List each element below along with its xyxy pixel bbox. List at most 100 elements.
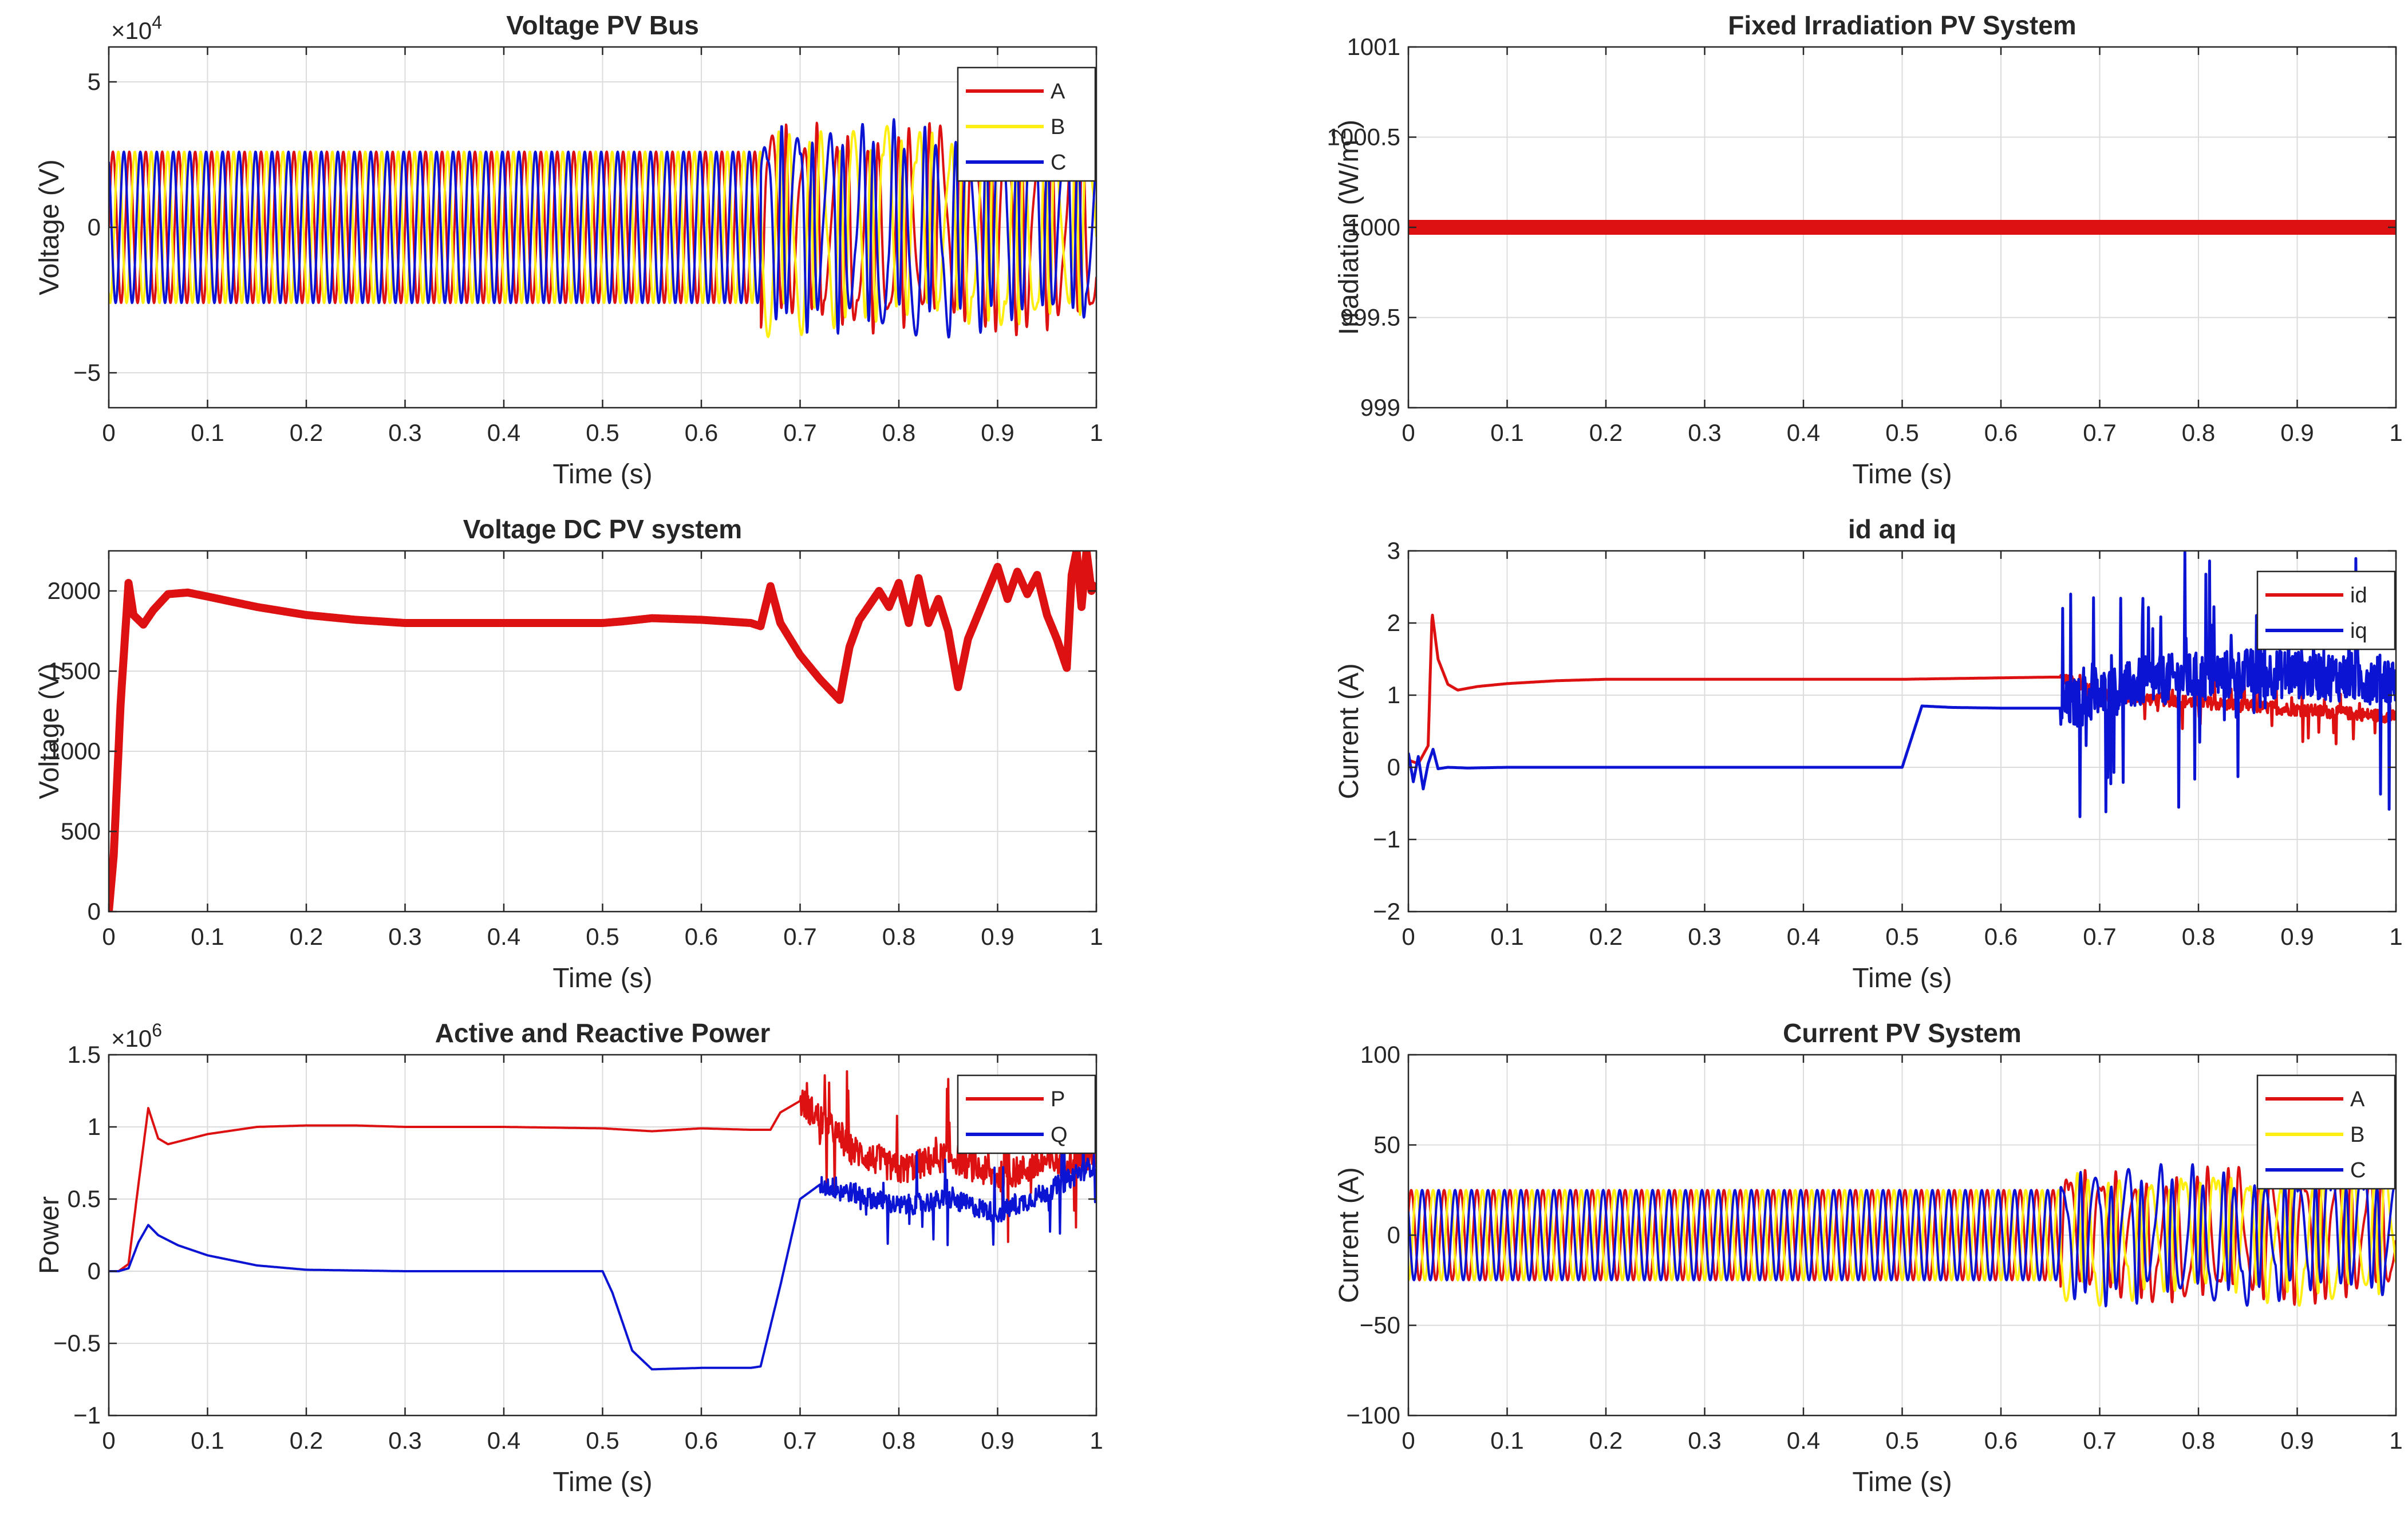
- x-tick-label: 0.2: [290, 923, 323, 950]
- y-tick-label: 1.5: [68, 1041, 101, 1068]
- x-tick-label: 0.2: [290, 419, 323, 446]
- x-tick-label: 0.9: [2280, 1427, 2314, 1454]
- y-tick-label: 2: [1387, 609, 1400, 636]
- x-tick-label: 0.4: [1787, 419, 1820, 446]
- x-tick-label: 0: [102, 1427, 115, 1454]
- x-tick-label: 0.1: [191, 923, 224, 950]
- x-tick-label: 1: [2389, 923, 2402, 950]
- x-tick-label: 0.6: [685, 419, 718, 446]
- y-axis-label: Irradiation (W/m2): [1328, 120, 1364, 335]
- legend: PQ: [957, 1074, 1096, 1154]
- y-axis-label: Current (A): [1334, 1167, 1364, 1303]
- legend-label: B: [1051, 115, 1065, 139]
- panel-current-pv: 0 0.1 0.2 0.3 0.4 0.5 0.6 0.7 0.8 0.9 1 −100 −50 0 50 1…: [1334, 1018, 2403, 1497]
- x-tick-label: 0.2: [1589, 923, 1623, 950]
- y-tick-label: 3: [1387, 537, 1400, 564]
- x-tick-label: 0.3: [388, 923, 421, 950]
- x-tick-label: 0.9: [981, 923, 1014, 950]
- y-tick-label: 1: [88, 1113, 101, 1140]
- y-tick-label: −100: [1346, 1402, 1400, 1429]
- x-tick-label: 0.6: [1984, 1427, 2018, 1454]
- x-tick-label: 0.1: [191, 419, 224, 446]
- x-tick-label: 0.7: [2083, 923, 2116, 950]
- x-tick-label: 0.4: [487, 923, 520, 950]
- legend-box: [2256, 570, 2396, 650]
- legend-label: B: [2350, 1123, 2364, 1147]
- x-tick-label: 0.8: [882, 923, 915, 950]
- x-tick-label: 0.9: [2280, 419, 2314, 446]
- y-axis-label: Voltage (V): [34, 159, 65, 295]
- x-tick-label: 0: [1402, 1427, 1415, 1454]
- x-tick-label: 0.5: [1885, 923, 1918, 950]
- x-tick-label: 0.8: [882, 1427, 915, 1454]
- y-axis-label: Power: [34, 1196, 65, 1274]
- x-tick-label: 0.2: [1589, 1427, 1623, 1454]
- y-tick-label: 5: [88, 68, 101, 95]
- y-tick-label: −5: [73, 359, 101, 386]
- y-tick-label: 1000: [1347, 214, 1400, 240]
- y-tick-label: 2000: [48, 577, 101, 604]
- y-tick-label: 999.5: [1340, 304, 1400, 331]
- legend-label: Q: [1051, 1123, 1068, 1147]
- y-axis-label: Voltage (V): [34, 663, 65, 799]
- chart-title: Voltage DC PV system: [463, 514, 742, 544]
- y-tick-label: 100: [1360, 1041, 1400, 1068]
- x-tick-label: 0.1: [1490, 419, 1523, 446]
- y-tick-label: 0: [88, 214, 101, 240]
- legend-box: [2256, 1074, 2396, 1190]
- y-axis-label: Current (A): [1334, 663, 1364, 799]
- chart-title: id and iq: [1848, 514, 1956, 544]
- legend-label: A: [2350, 1087, 2365, 1111]
- y-tick-label: −1: [73, 1402, 101, 1429]
- x-tick-label: 0: [1402, 923, 1415, 950]
- series-line-B: [1408, 1162, 2396, 1307]
- legend-box: [957, 66, 1096, 182]
- y-tick-label: −0.5: [53, 1330, 101, 1357]
- x-tick-label: 0.3: [388, 419, 421, 446]
- series-group: [109, 118, 1096, 339]
- x-tick-label: 0.8: [882, 419, 915, 446]
- y-tick-label: −50: [1360, 1312, 1400, 1339]
- y-tick-label: 0.5: [68, 1185, 101, 1212]
- legend-label: A: [1051, 80, 1065, 104]
- legend-label: iq: [2350, 619, 2367, 643]
- panel-fixed-irradiation: 0 0.1 0.2 0.3 0.4 0.5 0.6 0.7 0.8 0.9 1 999 999.5 100…: [1327, 10, 2403, 490]
- series-line-iq: [1408, 551, 2396, 818]
- x-tick-label: 0.8: [2182, 923, 2215, 950]
- axis-exponent-label: ×104: [111, 12, 162, 44]
- legend-label: P: [1051, 1087, 1065, 1111]
- y-tick-label: 1500: [48, 657, 101, 684]
- x-axis-label: Time (s): [552, 1467, 652, 1497]
- x-tick-label: 0: [102, 419, 115, 446]
- x-tick-label: 0.7: [2083, 1427, 2116, 1454]
- x-tick-label: 0.3: [1688, 923, 1721, 950]
- x-tick-label: 0.2: [290, 1427, 323, 1454]
- y-tick-label: 0: [88, 898, 101, 925]
- chart-title: Fixed Irradiation PV System: [1728, 10, 2076, 40]
- series-group: [109, 551, 1096, 912]
- x-tick-label: 0.4: [487, 1427, 520, 1454]
- panel-id-iq: 0 0.1 0.2 0.3 0.4 0.5 0.6 0.7 0.8 0.9 1 −2 −1 0 1 2 3 id …: [1334, 514, 2403, 993]
- series-line-C: [1408, 1163, 2396, 1308]
- x-tick-label: 0.5: [1885, 1427, 1918, 1454]
- x-tick-label: 0.5: [586, 923, 619, 950]
- series-group: [1408, 1162, 2396, 1308]
- x-tick-label: 0.3: [1688, 419, 1721, 446]
- x-axis-label: Time (s): [552, 963, 652, 993]
- legend-label: C: [1051, 151, 1066, 175]
- x-tick-label: 0.7: [783, 419, 816, 446]
- x-tick-label: 1: [2389, 419, 2402, 446]
- x-tick-label: 0.8: [2182, 1427, 2215, 1454]
- x-tick-label: 1: [2389, 1427, 2402, 1454]
- x-tick-label: 0.5: [586, 419, 619, 446]
- x-tick-label: 0.5: [586, 1427, 619, 1454]
- legend: id iq: [2256, 570, 2396, 650]
- x-tick-label: 0.6: [685, 923, 718, 950]
- panel-voltage-dc: 0 0.1 0.2 0.3 0.4 0.5 0.6 0.7 0.8 0.9 1 0 500 1000 150…: [34, 514, 1103, 993]
- x-tick-label: 0: [1402, 419, 1415, 446]
- chart-title: Voltage PV Bus: [506, 10, 699, 40]
- y-tick-label: 1001: [1347, 33, 1400, 60]
- chart-title: Active and Reactive Power: [435, 1018, 771, 1048]
- x-tick-label: 0.1: [191, 1427, 224, 1454]
- x-axis-label: Time (s): [552, 459, 652, 490]
